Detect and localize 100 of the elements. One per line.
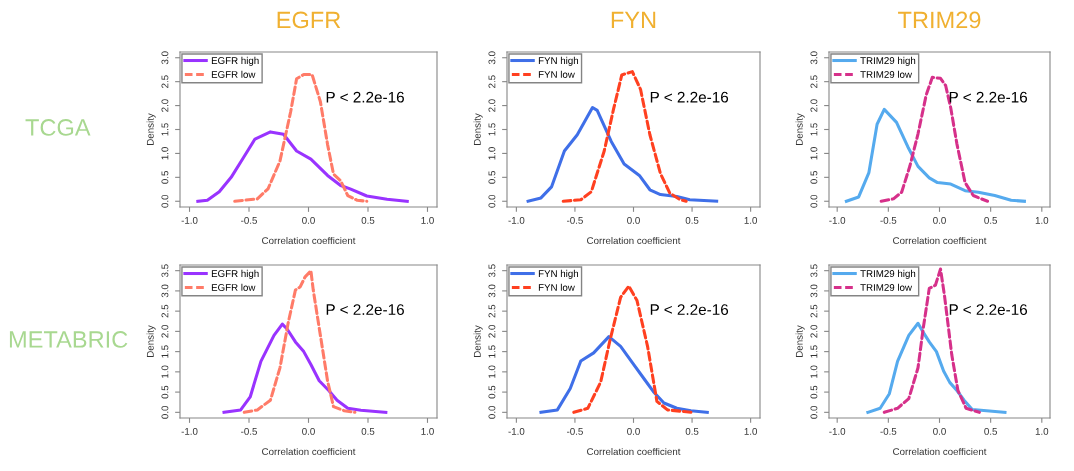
x-axis-title: Correlation coefficient	[262, 447, 356, 456]
legend-label: EGFR low	[211, 283, 256, 291]
legend-label: FYN low	[538, 283, 575, 291]
y-tick-label: 1.5	[161, 345, 169, 358]
legend-label: TRIM29 high	[860, 269, 916, 279]
y-tick-label: 0.0	[488, 405, 496, 419]
y-tick-label: 1.0	[488, 147, 496, 160]
x-tick-label: 1.0	[421, 216, 434, 224]
x-axis-title: Correlation coefficient	[262, 236, 356, 245]
line-series	[526, 105, 719, 203]
x-axis-title: Correlation coefficient	[587, 236, 681, 245]
x-tick-label: 1.0	[1035, 216, 1049, 224]
y-axis-title: Density	[146, 113, 156, 145]
legend-label: TRIM29 low	[860, 70, 912, 78]
legend-label: EGFR high	[211, 269, 259, 279]
y-tick-label: 2.5	[488, 304, 496, 318]
x-tick-label: 0.0	[627, 216, 640, 224]
chart-title: EGFR	[277, 11, 341, 29]
line-series	[222, 322, 388, 414]
y-tick-label: 0.5	[488, 170, 496, 184]
x-tick-label: 1.0	[1035, 427, 1049, 435]
x-tick-label: 1.0	[744, 216, 758, 224]
y-tick-label: 1.5	[488, 345, 496, 358]
y-tick-label: 2.0	[161, 325, 169, 338]
y-tick-label: 2.0	[161, 99, 169, 112]
y-axis-title: Density	[473, 325, 483, 357]
y-tick-label: 2.0	[488, 99, 496, 112]
legend-label: TRIM29 high	[860, 56, 916, 66]
x-tick-label: -0.5	[880, 427, 897, 435]
y-tick-label: 2.5	[161, 75, 169, 88]
y-axis-title: Density	[795, 113, 805, 145]
y-tick-label: 1.0	[810, 365, 818, 378]
y-tick-label: 1.0	[810, 147, 818, 160]
x-tick-label: 0.0	[933, 427, 946, 435]
legend-label: FYN high	[538, 269, 579, 279]
y-tick-label: 3.0	[810, 284, 818, 298]
y-tick-label: 3.5	[488, 264, 496, 278]
y-tick-label: 2.0	[810, 99, 818, 112]
x-tick-label: -1.0	[181, 216, 198, 224]
y-tick-label: 0.5	[810, 170, 818, 184]
x-tick-label: 0.5	[685, 427, 699, 435]
x-tick-label: -0.5	[241, 216, 257, 224]
x-tick-label: 0.5	[361, 216, 375, 224]
y-tick-label: 0.5	[161, 385, 169, 399]
text: TCGA	[25, 119, 91, 136]
legend-label: TRIM29 low	[860, 283, 912, 291]
y-tick-label: 2.5	[810, 304, 818, 318]
legend-label: EGFR low	[211, 70, 256, 78]
chart-title: TRIM29	[898, 11, 981, 29]
legend-label: FYN high	[538, 56, 579, 66]
y-tick-label: 1.5	[810, 123, 818, 136]
line-series	[539, 335, 709, 414]
x-tick-label: 0.0	[627, 427, 640, 435]
y-tick-label: 0.5	[161, 170, 169, 184]
y-axis-title: Density	[795, 325, 805, 357]
y-tick-label: 1.0	[161, 365, 169, 378]
y-tick-label: 3.5	[810, 264, 818, 278]
annotation: P < 2.2e-16	[650, 304, 729, 315]
y-tick-label: 2.0	[488, 325, 496, 338]
text: METABRIC	[9, 331, 128, 348]
y-tick-label: 0.0	[810, 194, 818, 208]
annotation: P < 2.2e-16	[326, 91, 404, 103]
y-tick-label: 0.0	[161, 405, 169, 419]
x-tick-label: -1.0	[829, 427, 846, 435]
y-tick-label: 0.5	[488, 385, 496, 399]
chart-title: FYN	[611, 11, 656, 29]
x-tick-label: -1.0	[508, 427, 525, 435]
y-tick-label: 1.5	[488, 123, 496, 136]
x-tick-label: -1.0	[181, 427, 198, 435]
x-tick-label: -0.5	[241, 427, 257, 435]
y-tick-label: 3.0	[488, 284, 496, 298]
x-tick-label: -1.0	[508, 216, 525, 224]
y-tick-label: 1.0	[161, 147, 169, 160]
y-tick-label: 0.0	[161, 194, 169, 208]
x-tick-label: 0.5	[361, 427, 375, 435]
x-tick-label: 1.0	[744, 427, 758, 435]
x-tick-label: -0.5	[566, 216, 583, 224]
y-tick-label: 2.5	[810, 75, 818, 88]
annotation: P < 2.2e-16	[650, 91, 729, 103]
x-tick-label: 0.5	[685, 216, 699, 224]
y-tick-label: 3.0	[161, 51, 169, 65]
x-tick-label: -1.0	[829, 216, 846, 224]
legend-label: FYN low	[538, 70, 575, 78]
y-tick-label: 0.5	[810, 385, 818, 399]
y-tick-label: 3.0	[161, 284, 169, 298]
x-tick-label: 0.5	[984, 427, 998, 435]
annotation: P < 2.2e-16	[949, 91, 1028, 103]
x-tick-label: 1.0	[421, 427, 434, 435]
y-axis-title: Density	[146, 325, 156, 357]
y-tick-label: 1.0	[488, 365, 496, 378]
x-tick-label: -0.5	[566, 427, 583, 435]
line-series	[866, 321, 1007, 414]
y-tick-label: 3.0	[810, 51, 818, 65]
y-axis-title: Density	[473, 113, 483, 145]
y-tick-label: 2.0	[810, 325, 818, 338]
line-series	[196, 130, 409, 203]
annotation: P < 2.2e-16	[949, 304, 1028, 315]
x-tick-label: 0.5	[984, 216, 998, 224]
y-tick-label: 3.0	[488, 51, 496, 65]
y-tick-label: 0.0	[488, 194, 496, 208]
